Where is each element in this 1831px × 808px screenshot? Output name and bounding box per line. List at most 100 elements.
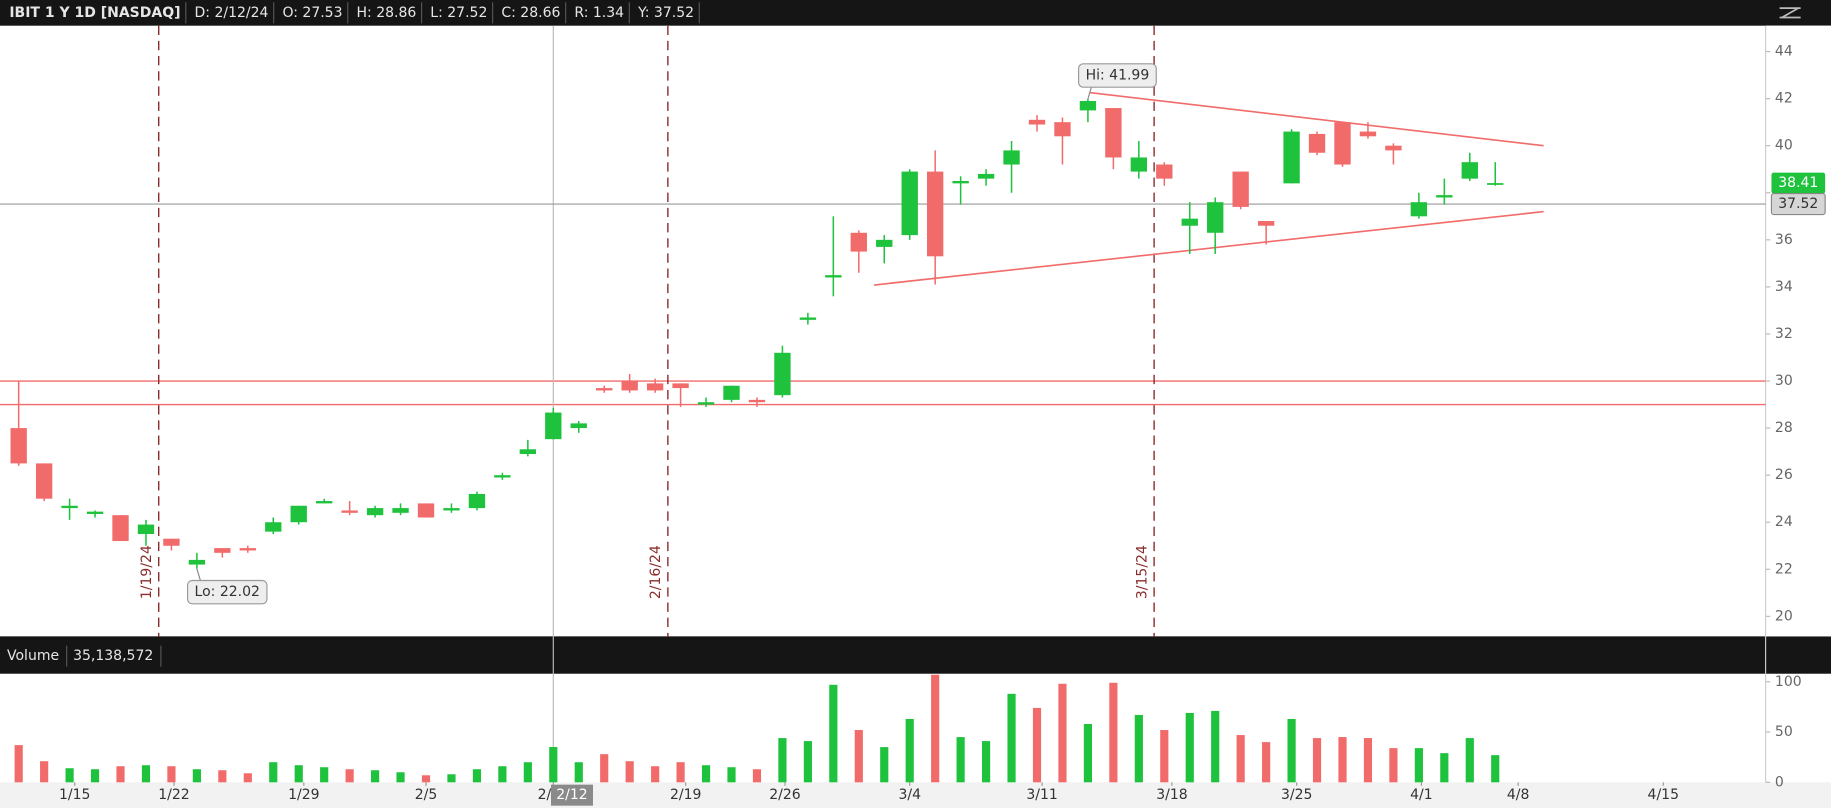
candle-body [1156, 164, 1173, 179]
price-axis [1765, 25, 1831, 637]
candle-body [341, 510, 358, 513]
last-price-box [1771, 172, 1826, 194]
status-divider [628, 2, 630, 24]
volume-bar [1491, 755, 1500, 783]
y-tick-label: 36 [1775, 232, 1793, 248]
callout-box [186, 579, 268, 605]
candle-body [1385, 145, 1402, 151]
volume-bar [1312, 738, 1322, 783]
y-tick-label: 44 [1775, 44, 1793, 60]
candle-body [86, 511, 104, 514]
volume-tick-label: 50 [1775, 724, 1793, 740]
candle-body [723, 385, 740, 400]
volume-bar [396, 772, 405, 783]
candle-body [545, 412, 562, 440]
x-tick-label: 1/22 [158, 787, 189, 803]
trendline [1089, 91, 1544, 147]
y-tick-label: 24 [1775, 514, 1793, 530]
candle-body [1054, 122, 1071, 137]
callout-label: Lo: 22.02 [195, 584, 260, 600]
candle-body [316, 501, 333, 504]
volume-bar [625, 761, 634, 783]
x-tick-label: 4/15 [1648, 787, 1679, 803]
x-tick-label: 4/1 [1410, 787, 1433, 803]
event-label: 3/15/24 [1134, 545, 1150, 599]
candle-body [1436, 195, 1453, 198]
candle-body [672, 383, 689, 389]
candle-body [290, 505, 307, 523]
candle-body [443, 508, 460, 511]
volume-bar [1032, 707, 1042, 783]
candle-body [214, 548, 231, 553]
volume-title: Volume [7, 648, 59, 664]
panel-separator [0, 636, 1831, 674]
event-label: 2/16/24 [648, 545, 664, 599]
volume-bar [294, 765, 303, 783]
volume-bar [1389, 748, 1398, 783]
candle-body [1257, 221, 1275, 226]
candle-body [799, 317, 817, 320]
volume-bar [1338, 737, 1347, 783]
candle-body [1181, 218, 1198, 226]
status-divider [347, 2, 349, 24]
volume-bar [243, 773, 252, 783]
candle-body [1003, 150, 1020, 165]
candle-body [850, 232, 867, 252]
volume-bar [778, 738, 787, 783]
volume-bar [905, 718, 914, 783]
volume-bar [320, 767, 329, 783]
status-item: IBIT 1 Y 1D [NASDAQ] [9, 5, 180, 21]
status-item: D: 2/12/24 [195, 5, 269, 21]
status-divider [420, 2, 423, 24]
candle-body [952, 181, 969, 184]
volume-readout: 35,138,572 [73, 648, 153, 664]
candle-body [366, 508, 384, 516]
crosshair-x-label: 2/12 [556, 787, 587, 803]
volume-bar [371, 770, 380, 783]
status-divider [565, 2, 567, 24]
candle-body [265, 522, 282, 532]
status-item: O: 27.53 [282, 5, 342, 21]
volume-bar [1058, 683, 1067, 783]
settings-icon[interactable] [1779, 7, 1801, 19]
candle-body [1232, 171, 1249, 207]
last-price-label: 38.41 [1778, 175, 1818, 191]
candle-body [1283, 131, 1300, 184]
candle-body [977, 173, 995, 179]
candle-body [494, 475, 511, 478]
candle-body [646, 383, 664, 391]
icon-line [1781, 7, 1799, 19]
volume-bar [40, 761, 49, 783]
volume-tick-label: 100 [1775, 674, 1802, 690]
volume-bar [1363, 738, 1373, 783]
status-item: Y: 37.52 [637, 5, 694, 21]
volume-bar [116, 766, 125, 783]
status-item: H: 28.86 [357, 5, 417, 21]
candle-body [188, 559, 206, 565]
volume-bar [829, 684, 838, 783]
candle-body [697, 402, 715, 405]
volume-bar [1414, 748, 1423, 783]
volume-bar [1134, 714, 1143, 783]
callout-box [1077, 63, 1157, 88]
volume-bar [600, 754, 609, 783]
volume-bar [90, 769, 100, 783]
candle-body [825, 275, 842, 278]
volume-bar [803, 741, 812, 783]
x-tick-label: 3/25 [1281, 787, 1312, 803]
volume-bar [549, 746, 558, 783]
volume-bar [1440, 753, 1449, 783]
candle-body [621, 381, 638, 391]
candle-body [748, 399, 766, 403]
candle-body [1079, 100, 1097, 111]
y-tick-label: 42 [1775, 91, 1793, 107]
volume-bar [498, 766, 507, 783]
volume-bar [981, 741, 991, 783]
y-tick-label: 20 [1775, 608, 1793, 624]
candle-body [1105, 108, 1122, 158]
volume-bar [65, 768, 74, 783]
volume-bar [141, 765, 151, 783]
status-bar [0, 0, 1831, 26]
x-axis-strip [0, 782, 1831, 808]
candle-body [1334, 122, 1351, 165]
